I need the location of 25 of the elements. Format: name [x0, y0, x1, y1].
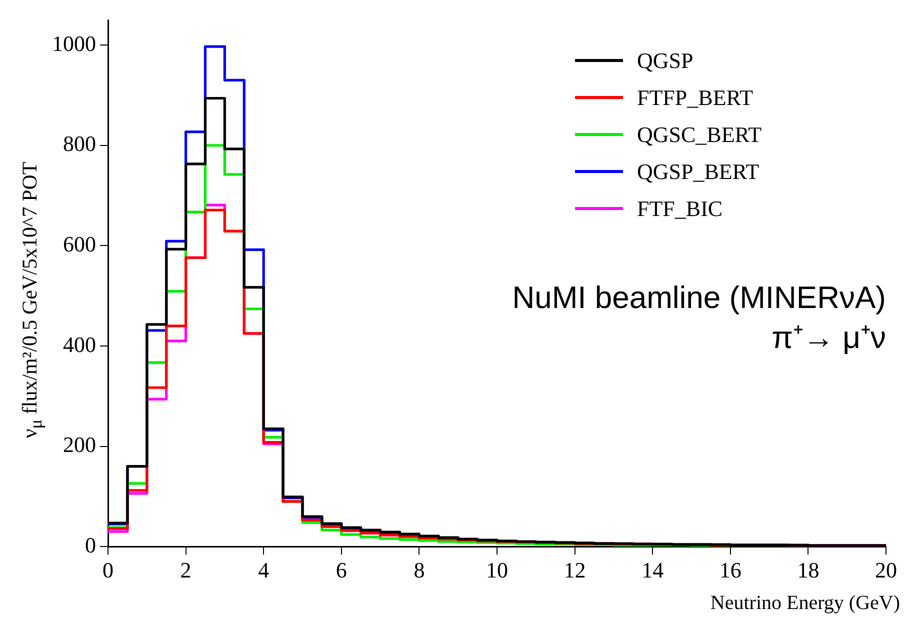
- x-tick-label: 4: [258, 558, 270, 583]
- y-tick-label: 800: [63, 131, 96, 156]
- legend-label: FTF_BIC: [637, 196, 723, 222]
- y-tick-label: 600: [63, 231, 96, 256]
- x-tick-label: 20: [875, 558, 897, 583]
- legend-label: QGSP: [637, 48, 694, 74]
- y-tick-label: 0: [85, 532, 96, 558]
- annotation: π⁺→ μ⁺ν: [770, 319, 886, 357]
- x-tick-label: 10: [486, 558, 508, 583]
- legend-label: QGSC_BERT: [637, 122, 762, 148]
- x-tick-label: 12: [564, 558, 586, 583]
- x-tick-label: 6: [336, 558, 347, 583]
- x-tick-label: 18: [797, 558, 820, 583]
- x-tick-label: 14: [642, 558, 664, 583]
- x-tick-label: 8: [414, 558, 425, 583]
- x-tick-label: 2: [180, 558, 192, 583]
- legend-label: QGSP_BERT: [637, 158, 760, 184]
- x-tick-label: 16: [719, 558, 742, 583]
- x-axis-title: Neutrino Energy (GeV): [710, 592, 900, 615]
- x-tick-label: 0: [102, 558, 114, 583]
- y-tick-label: 1000: [52, 30, 96, 56]
- y-tick-label: 200: [63, 432, 96, 458]
- legend-label: FTFP_BERT: [637, 84, 754, 110]
- annotation: NuMI beamline (MINERνA): [512, 279, 886, 317]
- y-tick-label: 400: [63, 332, 96, 357]
